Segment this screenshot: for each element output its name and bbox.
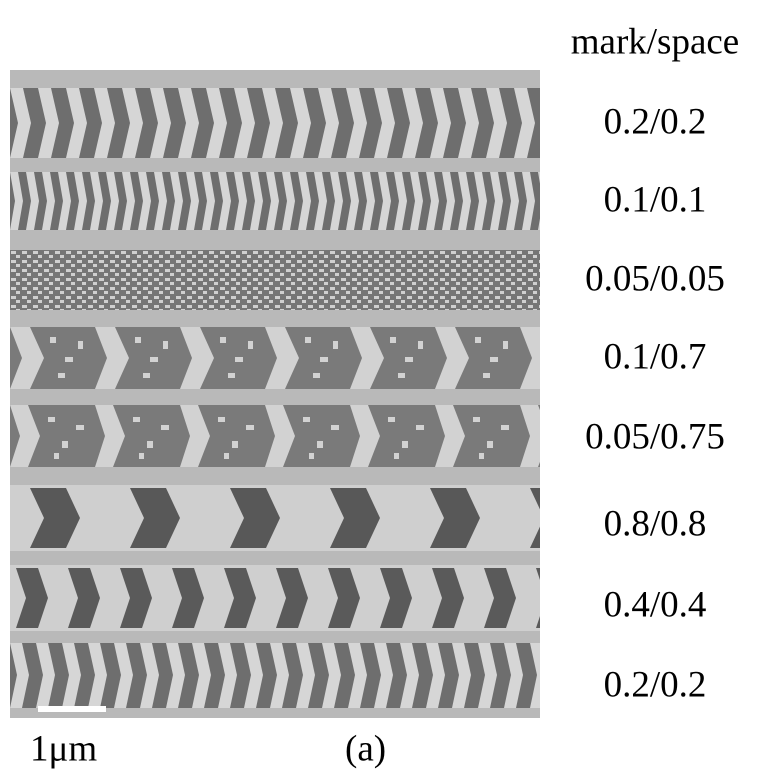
scale-bar [38,706,106,712]
track-label: 0.05/0.75 [585,416,725,457]
track-label: 0.1/0.7 [604,336,707,377]
track-label: 0.1/0.1 [604,179,707,220]
track-label: 0.2/0.2 [604,101,707,142]
track-label: 0.8/0.8 [604,503,707,544]
track-label: 0.4/0.4 [604,584,707,625]
panel-label: (a) [345,728,386,769]
scale-label: 1μm [30,728,97,769]
micrograph [10,70,540,718]
track-label: 0.05/0.05 [585,258,725,299]
track-label: 0.2/0.2 [604,664,707,705]
header: mark/space [571,21,739,62]
